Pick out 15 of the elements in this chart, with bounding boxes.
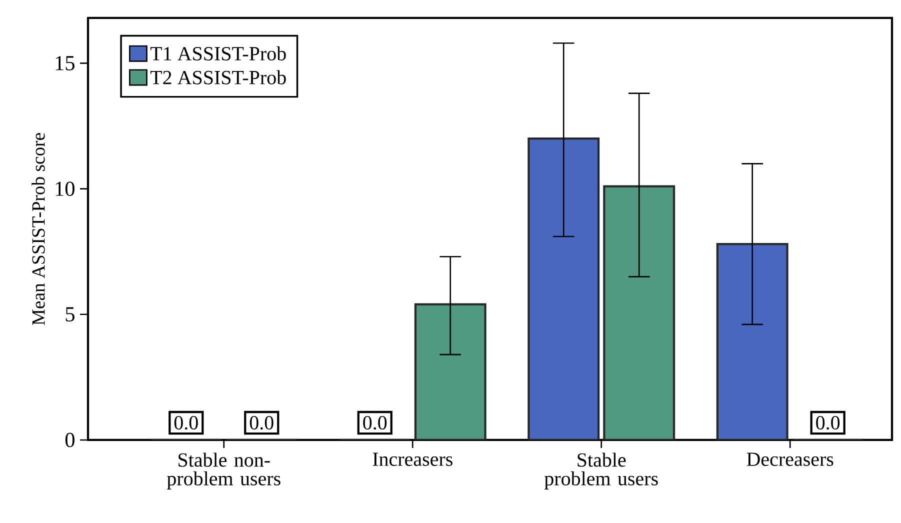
y-tick-label: 10 xyxy=(56,182,74,196)
y-tick-label: 0 xyxy=(65,432,74,448)
data-label: 0.0 xyxy=(363,416,387,430)
legend-label: T2 ASSIST-Prob xyxy=(150,70,286,84)
data-label: 0.0 xyxy=(174,416,198,430)
x-tick-label: Increasers xyxy=(372,452,452,466)
y-tick-label: 15 xyxy=(56,56,74,70)
data-label: 0.0 xyxy=(250,416,274,430)
x-tick-label: Stable non-problem users xyxy=(166,452,280,490)
data-label: 0.0 xyxy=(816,416,840,430)
y-tick-label: 5 xyxy=(66,307,74,322)
x-tick-label: Decreasers xyxy=(746,452,834,466)
y-axis-title: Mean ASSIST-Prob score xyxy=(32,133,45,326)
x-tick-label: Stable problem users xyxy=(544,452,658,490)
legend-label: T1 ASSIST-Prob xyxy=(150,46,286,60)
